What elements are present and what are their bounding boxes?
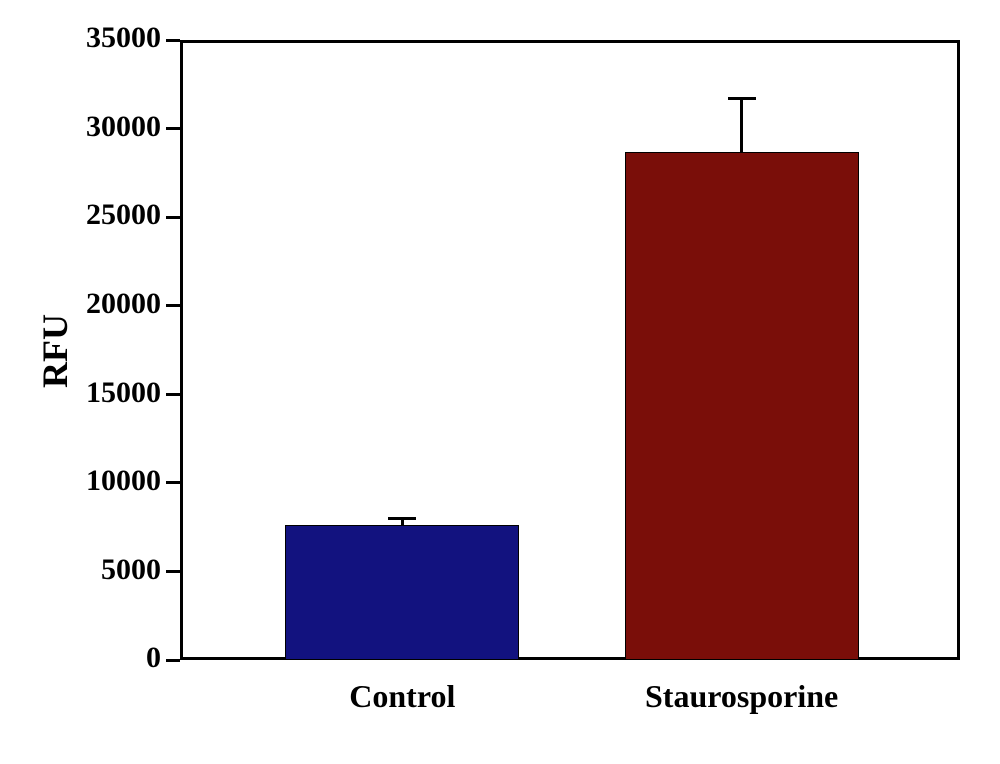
y-tick-label: 35000 [51, 21, 161, 55]
error-bar [740, 98, 743, 151]
y-tick-mark [166, 570, 180, 573]
bar-control [285, 525, 519, 660]
y-tick-mark [166, 659, 180, 662]
x-axis-label: Staurosporine [592, 678, 892, 715]
x-axis-label: Control [252, 678, 552, 715]
chart-container: RFU 05000100001500020000250003000035000C… [0, 0, 1000, 764]
y-tick-label: 10000 [51, 464, 161, 498]
y-tick-mark [166, 216, 180, 219]
y-tick-label: 25000 [51, 198, 161, 232]
y-tick-label: 30000 [51, 110, 161, 144]
y-tick-label: 20000 [51, 287, 161, 321]
y-tick-mark [166, 304, 180, 307]
y-tick-label: 15000 [51, 376, 161, 410]
error-bar-cap [388, 517, 416, 520]
y-tick-mark [166, 393, 180, 396]
y-tick-mark [166, 39, 180, 42]
y-tick-label: 5000 [51, 553, 161, 587]
error-bar-cap [728, 97, 756, 100]
bar-staurosporine [625, 152, 859, 660]
y-tick-mark [166, 127, 180, 130]
y-tick-label: 0 [51, 641, 161, 675]
y-tick-mark [166, 481, 180, 484]
